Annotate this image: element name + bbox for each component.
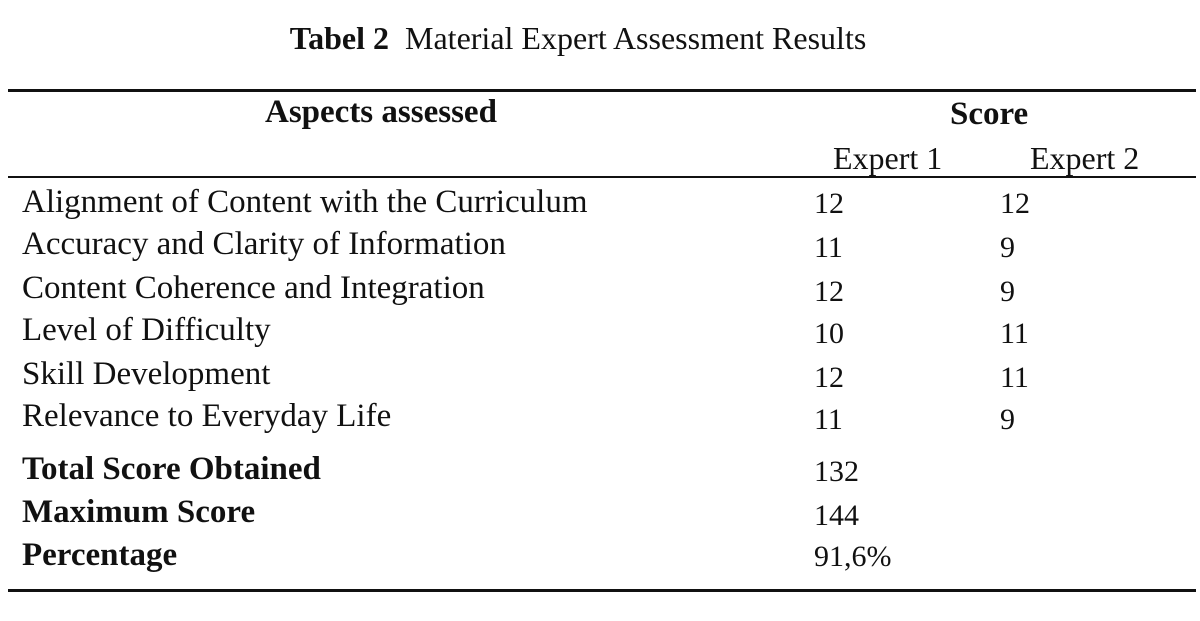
summary-maximum-value: 144 [814,499,859,532]
row-aspect-label: Level of Difficulty [22,312,271,348]
bottom-rule [8,589,1196,592]
header-rule [8,176,1196,178]
header-expert-1: Expert 1 [833,140,943,176]
row-aspect-label: Accuracy and Clarity of Information [22,226,506,262]
summary-percentage-label: Percentage [22,537,178,573]
row-expert2-score: 9 [1000,231,1015,264]
header-score: Score [950,96,1029,132]
row-expert1-score: 12 [814,275,844,308]
row-expert1-score: 11 [814,403,843,436]
header-aspects-assessed: Aspects assessed [265,94,497,130]
summary-total-value: 132 [814,455,859,488]
summary-total-label: Total Score Obtained [22,451,321,487]
row-aspect-label: Content Coherence and Integration [22,270,485,306]
row-expert2-score: 11 [1000,317,1029,350]
row-expert1-score: 11 [814,231,843,264]
row-aspect-label: Alignment of Content with the Curriculum [22,184,588,220]
row-expert2-score: 11 [1000,361,1029,394]
row-expert2-score: 9 [1000,275,1015,308]
table-caption: Tabel 2 Material Expert Assessment Resul… [0,18,1156,58]
row-aspect-label: Relevance to Everyday Life [22,398,392,434]
top-rule [8,89,1196,92]
row-expert1-score: 12 [814,187,844,220]
table-title: Material Expert Assessment Results [405,20,867,56]
row-expert2-score: 12 [1000,187,1030,220]
table-number: Tabel 2 [289,20,390,56]
header-expert-2: Expert 2 [1030,140,1140,176]
summary-percentage-value: 91,6% [814,540,892,573]
row-expert1-score: 12 [814,361,844,394]
row-expert1-score: 10 [814,317,844,350]
row-aspect-label: Skill Development [22,356,271,392]
row-expert2-score: 9 [1000,403,1015,436]
summary-maximum-label: Maximum Score [22,494,256,530]
